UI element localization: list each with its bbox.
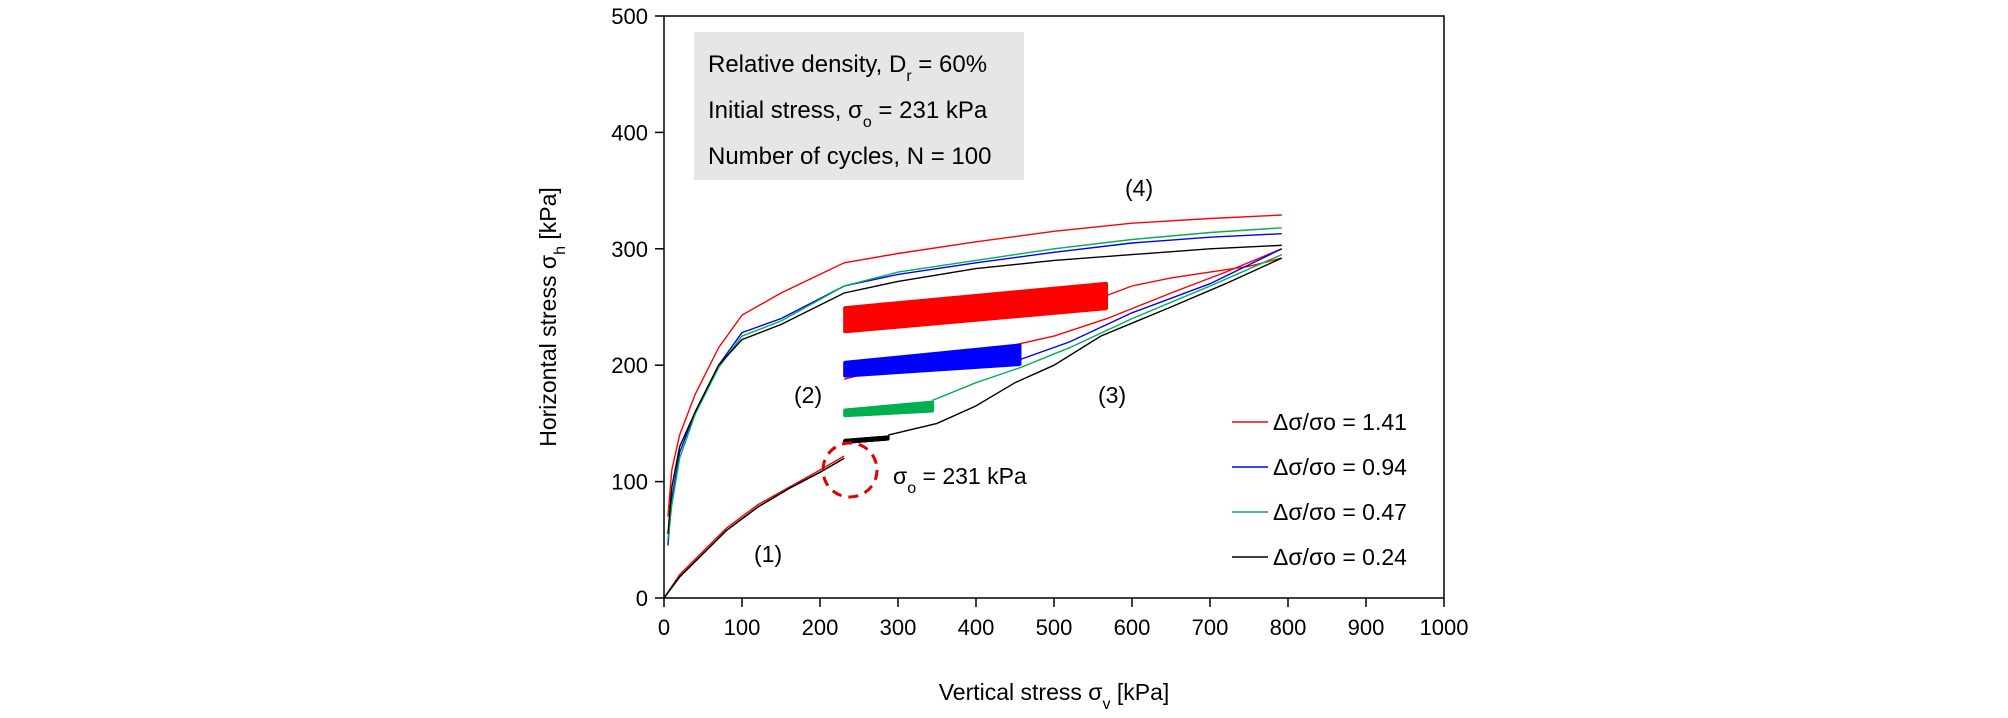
info-line-relative-density: Relative density, Dr = 60%: [708, 51, 987, 85]
legend-label: Δσ/σo = 1.41: [1273, 409, 1407, 435]
x-tick-label: 700: [1192, 615, 1229, 640]
y-tick-label: 500: [611, 4, 648, 29]
info-box: Relative density, Dr = 60% Initial stres…: [694, 32, 1024, 180]
series-layer: [663, 214, 1283, 599]
legend-label: Δσ/σo = 0.94: [1273, 454, 1407, 480]
annotation-stage-1: (1): [754, 541, 782, 567]
y-tick-label: 200: [611, 353, 648, 378]
x-axis-title: Vertical stress σv [kPa]: [939, 679, 1170, 713]
cycle-line: [844, 400, 934, 411]
series-upper-line: [667, 233, 1282, 546]
series-upper-line: [667, 227, 1282, 540]
annotation-stage-2: (2): [794, 382, 822, 408]
series-reload-line: [887, 257, 1283, 437]
x-tick-label: 100: [724, 615, 761, 640]
x-tick-label: 300: [880, 615, 917, 640]
cycle-line: [844, 343, 1021, 363]
series-upper-line: [667, 244, 1282, 535]
series-loading-line: [663, 457, 845, 599]
series-upper-line: [667, 214, 1282, 517]
y-tick-label: 300: [611, 237, 648, 262]
cycle-line: [844, 435, 889, 441]
y-tick-label: 100: [611, 470, 648, 495]
y-tick-label: 400: [611, 120, 648, 145]
axis-ticks: 0 100 200 300 400 500 600 700 800 900 1000 0 100 200 3…: [611, 4, 1468, 640]
x-tick-label: 600: [1114, 615, 1151, 640]
series-loading-line: [663, 455, 845, 599]
info-box-background: [694, 32, 1024, 180]
x-tick-label: 200: [802, 615, 839, 640]
x-tick-label: 1000: [1420, 615, 1469, 640]
info-line-number-of-cycles: Number of cycles, N = 100: [708, 143, 991, 170]
x-tick-label: 800: [1270, 615, 1307, 640]
x-tick-label: 900: [1348, 615, 1385, 640]
legend-label: Δσ/σo = 0.47: [1273, 499, 1407, 525]
info-line-initial-stress: Initial stress, σo = 231 kPa: [708, 97, 988, 131]
series-4: [663, 244, 1283, 599]
series-2: [663, 233, 1283, 599]
legend: Δσ/σo = 1.41 Δσ/σo = 0.94 Δσ/σo = 0.47 Δσ/σ…: [1232, 409, 1407, 570]
x-tick-label: 0: [658, 615, 670, 640]
y-axis-title: Horizontal stress σh [kPa]: [535, 187, 569, 447]
series-loading-line: [663, 457, 845, 599]
cycle-line: [844, 281, 1108, 308]
initial-stress-marker: [821, 441, 879, 499]
annotation-stage-4: (4): [1125, 175, 1153, 201]
initial-stress-label: σo = 231 kPa: [893, 463, 1027, 497]
x-tick-label: 500: [1036, 615, 1073, 640]
series-3: [663, 227, 1283, 599]
x-tick-label: 400: [958, 615, 995, 640]
series-reload-line: [932, 253, 1283, 402]
y-tick-label: 0: [636, 586, 648, 611]
legend-label: Δσ/σo = 0.24: [1273, 544, 1407, 570]
series-loading-line: [663, 457, 845, 599]
series-1: [663, 214, 1283, 599]
annotation-stage-3: (3): [1098, 382, 1126, 408]
